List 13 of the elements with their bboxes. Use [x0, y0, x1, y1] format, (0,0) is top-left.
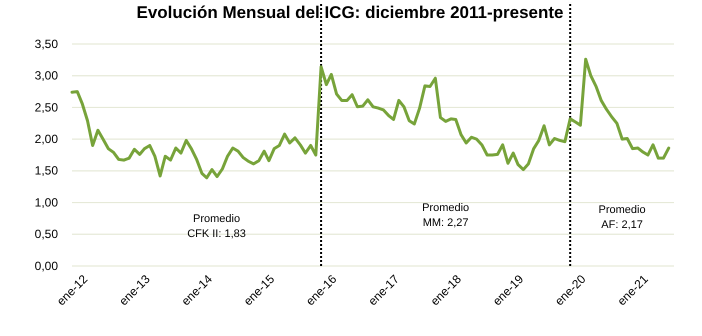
y-tick-label: 3,00 — [34, 68, 58, 83]
y-tick-label: 3,50 — [34, 36, 58, 51]
annotation: Promedio AF: 2,17 — [598, 204, 646, 231]
chart-title: Evolución Mensual del ICG: diciembre 2011-presente — [136, 3, 564, 22]
y-tick-label: 0,50 — [34, 227, 58, 242]
y-tick-label: 1,50 — [34, 164, 58, 178]
y-tick-label: 2,50 — [34, 100, 58, 114]
annotation: Promedio CFK II: 1,83 — [187, 213, 246, 240]
y-tick-label: 0,00 — [34, 258, 58, 273]
y-tick-label: 1,00 — [34, 195, 58, 210]
annotation: Promedio MM: 2,27 — [422, 202, 470, 229]
line-series — [70, 58, 670, 180]
y-tick-label: 2,00 — [34, 132, 58, 146]
